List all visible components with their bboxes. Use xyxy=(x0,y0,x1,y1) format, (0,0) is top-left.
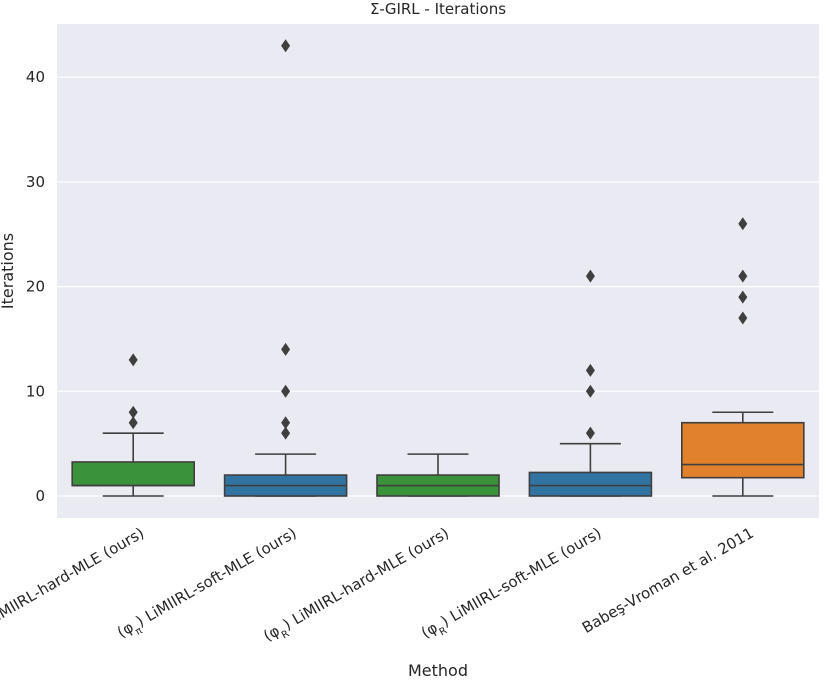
x-axis-label: Method xyxy=(408,661,468,680)
box-iqr xyxy=(71,461,195,487)
outlier-point xyxy=(585,363,595,377)
outlier-point xyxy=(128,416,138,430)
outlier-point xyxy=(738,269,748,283)
outlier-point xyxy=(738,290,748,304)
box-series xyxy=(71,39,805,497)
outlier-point xyxy=(738,217,748,231)
outlier-point xyxy=(738,311,748,325)
outlier-point xyxy=(128,405,138,419)
outlier-point xyxy=(281,416,291,430)
outlier-point xyxy=(281,384,291,398)
box-2 xyxy=(223,39,348,497)
outlier-point xyxy=(281,39,291,53)
y-tick-label: 10 xyxy=(26,382,45,400)
y-axis-label: Iterations xyxy=(0,233,17,309)
outlier-point xyxy=(281,342,291,356)
box-3 xyxy=(376,453,500,497)
outlier-point xyxy=(585,269,595,283)
outlier-point xyxy=(585,384,595,398)
x-tick-labels: (φπ) LiMIIRL-hard-MLE (ours)(φπ) LiMIIRL… xyxy=(0,524,757,645)
y-tick-labels: 0 10 20 30 40 xyxy=(26,68,45,505)
box-4 xyxy=(528,269,653,497)
outlier-point xyxy=(585,426,595,440)
box-iqr xyxy=(528,471,653,497)
outlier-point xyxy=(281,426,291,440)
chart-title: Σ-GIRL - Iterations xyxy=(370,0,506,18)
box-5 xyxy=(680,217,805,497)
outlier-point xyxy=(128,353,138,367)
y-tick-label: 20 xyxy=(26,278,45,296)
y-gridlines xyxy=(57,76,819,497)
y-tick-label: 40 xyxy=(26,68,45,86)
y-tick-label: 30 xyxy=(26,173,45,191)
x-tick-label: Babeş-Vroman et al. 2011 xyxy=(579,524,757,637)
y-tick-label: 0 xyxy=(35,487,45,505)
box-1 xyxy=(71,353,195,497)
box-iqr xyxy=(680,421,805,479)
